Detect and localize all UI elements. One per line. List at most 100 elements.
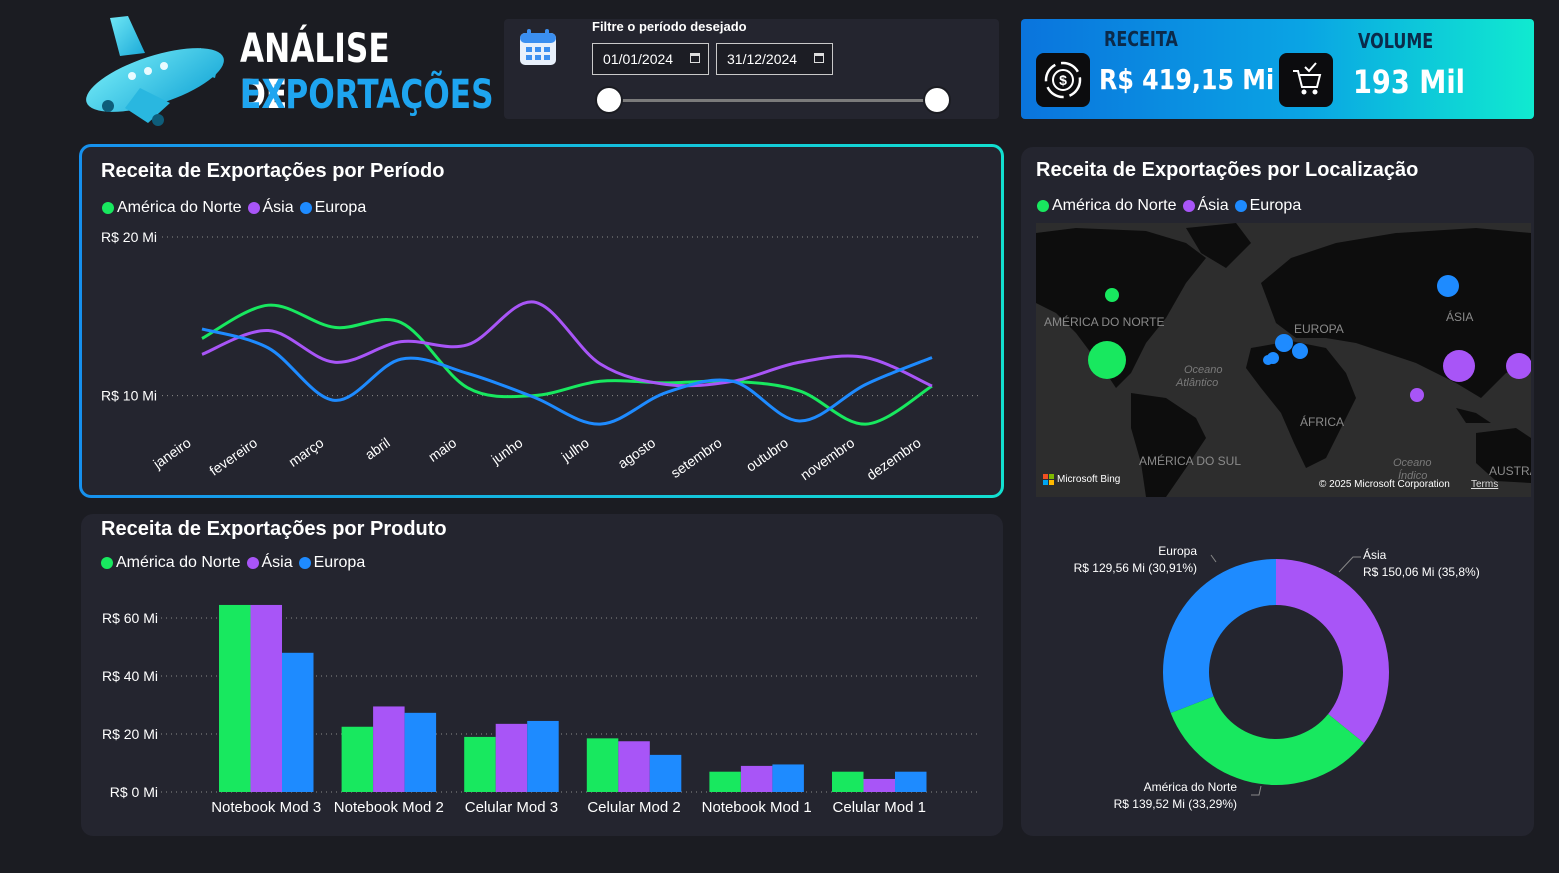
line-x-tick-label: novembro — [797, 434, 857, 483]
bar-asia — [495, 723, 528, 792]
line-x-tick-label: março — [285, 434, 326, 470]
donut-label-name: América do Norte — [1144, 780, 1238, 794]
map-bubble-europa — [1292, 343, 1308, 359]
bar-europa — [649, 754, 682, 792]
bar-chart-legend: América do Norte Ásia Europa — [101, 554, 371, 572]
end-date-input[interactable]: 31/12/2024 — [716, 43, 833, 75]
bar-x-tick-label: Notebook Mod 1 — [702, 799, 812, 816]
map-label-africa: ÁFRICA — [1300, 415, 1345, 429]
line-chart: R$ 10 Mi R$ 20 Mi janeiro fevereiro março abr… — [101, 229, 982, 483]
calendar-icon — [520, 29, 556, 65]
bar-europa — [895, 771, 927, 792]
svg-text:$: $ — [1059, 72, 1067, 88]
donut-slice — [1163, 559, 1276, 714]
logo-block: ANÁLISE DE EXPORTAÇÕES — [70, 8, 494, 130]
line-x-tick-label: fevereiro — [206, 434, 260, 478]
donut-leader-line — [1210, 554, 1217, 563]
calendar-small-icon — [690, 53, 700, 63]
map-title: Receita de Exportações por Localização — [1036, 159, 1419, 181]
map-bubble-europa — [1263, 355, 1273, 365]
legend-label-europa: Europa — [314, 199, 367, 216]
end-date-value: 31/12/2024 — [727, 51, 798, 67]
date-filter-panel: Filtre o período desejado 01/01/2024 31/… — [504, 19, 999, 119]
legend-label-america: América do Norte — [116, 554, 241, 571]
line-x-tick-label: julho — [558, 434, 592, 465]
bar-europa — [404, 712, 437, 792]
bar-america — [341, 726, 374, 792]
line-x-tick-label: junho — [487, 434, 525, 467]
airplane-icon — [86, 16, 224, 126]
legend-dot-america — [101, 557, 113, 569]
bar-x-tick-label: Celular Mod 1 — [833, 799, 926, 816]
map-bubble-asia — [1410, 388, 1424, 402]
map-bubble-asia — [1506, 353, 1531, 379]
legend-dot-europa — [298, 557, 311, 569]
donut-label-name: Ásia — [1363, 547, 1387, 562]
legend-label-asia: Ásia — [1197, 197, 1229, 214]
map-label-australia: AUSTRÁ — [1489, 464, 1531, 478]
bar-chart-title: Receita de Exportações por Produto — [101, 518, 447, 540]
bar-asia — [373, 706, 405, 792]
line-series-europa — [201, 327, 933, 426]
bar-y-tick-label: R$ 40 Mi — [102, 668, 158, 684]
bar-chart: R$ 0 Mi R$ 20 Mi R$ 40 Mi R$ 60 Mi Notebook … — [102, 604, 979, 816]
donut-label-name: Europa — [1158, 544, 1197, 558]
volume-label: VOLUME — [1358, 29, 1434, 53]
start-date-value: 01/01/2024 — [603, 51, 674, 67]
map-canvas — [1036, 223, 1531, 497]
map-bubble-america — [1088, 341, 1126, 379]
bar-asia — [740, 765, 773, 792]
legend-label-europa: Europa — [1249, 197, 1302, 214]
map-label-ocean-1: Oceano — [1184, 364, 1223, 376]
legend-dot-europa — [299, 202, 312, 214]
bar-america — [464, 736, 496, 792]
start-date-input[interactable]: 01/01/2024 — [592, 43, 709, 75]
legend-label-america: América do Norte — [117, 199, 242, 216]
calendar-small-icon — [814, 53, 824, 63]
bar-europa — [527, 720, 559, 792]
date-slider-track[interactable] — [610, 99, 938, 102]
line-x-tick-label: outubro — [743, 434, 791, 474]
donut-slice — [1276, 559, 1389, 743]
donut-label-value: R$ 150,06 Mi (35,8%) — [1363, 565, 1480, 579]
money-cycle-icon: $ — [1036, 53, 1090, 107]
date-slider-handle-end[interactable] — [923, 86, 951, 114]
line-x-tick-label: janeiro — [149, 434, 194, 472]
line-x-tick-label: agosto — [615, 434, 659, 471]
bar-chart-panel: Receita de Exportações por Produto Améri… — [81, 514, 1003, 836]
bar-x-tick-label: Celular Mod 3 — [465, 799, 558, 816]
bar-america — [586, 738, 619, 792]
bar-y-tick-label: R$ 20 Mi — [102, 726, 158, 742]
map-label-ocean-4: Índico — [1398, 470, 1428, 482]
bar-america — [219, 604, 251, 792]
receita-label: RECEITA — [1104, 27, 1178, 51]
donut-leader-line — [1251, 785, 1262, 796]
filter-label: Filtre o período desejado — [592, 19, 747, 34]
date-slider-handle-start[interactable] — [595, 86, 623, 114]
donut-leader-line — [1338, 556, 1361, 573]
legend-label-america: América do Norte — [1052, 197, 1177, 214]
map-bubble-europa — [1437, 275, 1459, 297]
legend-dot-america — [102, 202, 114, 214]
map-legend: América do Norte Ásia Europa — [1037, 197, 1307, 215]
donut-label-value: R$ 129,56 Mi (30,91%) — [1074, 561, 1197, 575]
line-series-asia — [201, 300, 933, 388]
legend-dot-asia — [247, 202, 260, 214]
map-label-ocean-3: Oceano — [1393, 457, 1432, 469]
bar-x-tick-label: Notebook Mod 2 — [334, 799, 444, 816]
bar-x-tick-label: Celular Mod 2 — [587, 799, 680, 816]
receita-value: R$ 419,15 Mi — [1099, 63, 1275, 96]
map-label-america-sul: AMÉRICA DO SUL — [1139, 454, 1242, 468]
bar-x-tick-label: Notebook Mod 3 — [211, 799, 321, 816]
bing-logo: Microsoft Bing — [1043, 474, 1120, 485]
legend-label-europa: Europa — [313, 554, 366, 571]
map-label-america-norte: AMÉRICA DO NORTE — [1044, 315, 1165, 329]
world-map[interactable]: AMÉRICA DO NORTE EUROPA ÁSIA ÁFRICA AMÉR… — [1036, 223, 1531, 497]
map-terms-link[interactable]: Terms — [1471, 479, 1499, 490]
legend-label-asia: Ásia — [261, 554, 293, 571]
map-bubble-america — [1105, 288, 1119, 302]
bar-europa — [772, 764, 804, 792]
cart-check-icon — [1279, 53, 1333, 107]
bar-asia — [618, 741, 650, 792]
bar-y-tick-label: R$ 0 Mi — [110, 784, 158, 800]
